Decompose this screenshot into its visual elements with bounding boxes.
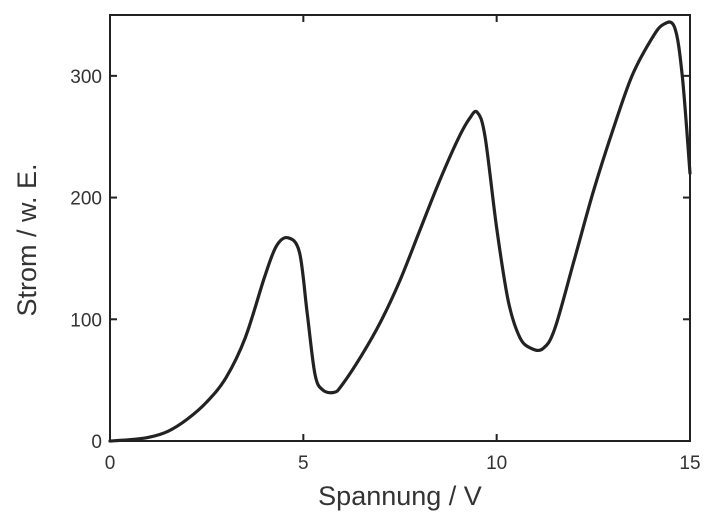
series-line bbox=[108, 20, 692, 443]
x-tick-label: 15 bbox=[679, 453, 700, 474]
x-tick-label: 10 bbox=[486, 453, 507, 474]
y-tick-label: 300 bbox=[70, 67, 102, 88]
y-tick-label: 200 bbox=[70, 189, 102, 210]
x-tick-label: 0 bbox=[105, 453, 116, 474]
y-axis-title: Strom / w. E. bbox=[12, 163, 42, 316]
y-tick-label: 0 bbox=[91, 432, 102, 453]
x-tick-label: 5 bbox=[298, 453, 309, 474]
plot-frame bbox=[109, 14, 691, 442]
ticks bbox=[109, 15, 691, 442]
x-axis-title: Spannung / V bbox=[318, 481, 482, 511]
tick-labels: 0 5 10 15 0 100 200 300 bbox=[70, 67, 700, 474]
y-tick-label: 100 bbox=[70, 310, 102, 331]
